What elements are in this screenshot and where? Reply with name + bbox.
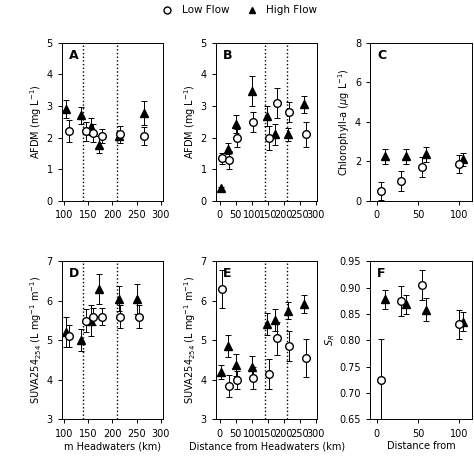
X-axis label: m Headwaters (km): m Headwaters (km)	[64, 441, 161, 451]
Text: C: C	[377, 49, 386, 62]
Y-axis label: SUVA254$_{254}$ (L mg$^{-1}$ m$^{-1}$): SUVA254$_{254}$ (L mg$^{-1}$ m$^{-1}$)	[28, 276, 44, 404]
Legend: Low Flow, High Flow: Low Flow, High Flow	[156, 5, 318, 15]
Text: F: F	[377, 267, 386, 281]
Text: E: E	[223, 267, 231, 281]
Y-axis label: Chlorophyll-a ($\mu$g L$^{-1}$): Chlorophyll-a ($\mu$g L$^{-1}$)	[336, 68, 352, 176]
X-axis label: Distance from Headwaters (km): Distance from Headwaters (km)	[189, 441, 345, 451]
Text: D: D	[69, 267, 79, 281]
Y-axis label: SUVA254$_{254}$ (L mg$^{-1}$ m$^{-1}$): SUVA254$_{254}$ (L mg$^{-1}$ m$^{-1}$)	[182, 276, 198, 404]
Y-axis label: AFDM (mg L$^{-1}$): AFDM (mg L$^{-1}$)	[182, 84, 198, 159]
Text: B: B	[223, 49, 232, 62]
Y-axis label: AFDM (mg L$^{-1}$): AFDM (mg L$^{-1}$)	[28, 84, 44, 159]
Text: A: A	[69, 49, 78, 62]
Y-axis label: $S_R$: $S_R$	[323, 334, 337, 346]
X-axis label: Distance from: Distance from	[387, 441, 455, 451]
